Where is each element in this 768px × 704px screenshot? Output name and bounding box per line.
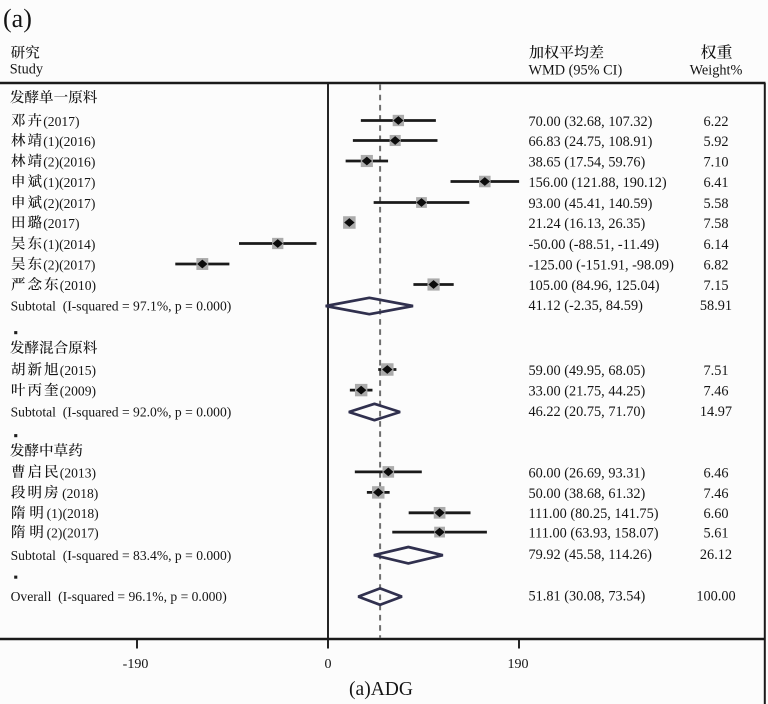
- svg-text:(1)(2017): (1)(2017): [43, 175, 95, 191]
- svg-text:7.15: 7.15: [703, 278, 728, 294]
- svg-text:70.00 (32.68, 107.32): 70.00 (32.68, 107.32): [529, 114, 653, 130]
- svg-text:93.00 (45.41, 140.59): 93.00 (45.41, 140.59): [529, 196, 653, 212]
- svg-text:14.97: 14.97: [700, 404, 732, 420]
- svg-text:-50.00 (-88.51, -11.49): -50.00 (-88.51, -11.49): [529, 237, 660, 253]
- svg-text:46.22 (20.75, 71.70): 46.22 (20.75, 71.70): [529, 404, 646, 420]
- svg-text:26.12: 26.12: [700, 547, 732, 563]
- svg-text:66.83 (24.75, 108.91): 66.83 (24.75, 108.91): [529, 134, 653, 150]
- svg-text:(1)(2016): (1)(2016): [43, 134, 95, 150]
- svg-text:(2)(2017): (2)(2017): [47, 526, 99, 542]
- svg-text:Weight%: Weight%: [690, 63, 743, 79]
- svg-text:6.22: 6.22: [703, 114, 728, 130]
- svg-text:5.92: 5.92: [703, 134, 728, 150]
- svg-text:(2)(2016): (2)(2016): [43, 154, 95, 170]
- svg-text:7.46: 7.46: [703, 486, 728, 502]
- svg-text:51.81 (30.08, 73.54): 51.81 (30.08, 73.54): [529, 589, 646, 605]
- svg-text:(2017): (2017): [43, 114, 79, 130]
- svg-text:0: 0: [325, 657, 332, 672]
- svg-text:(2)(2017): (2)(2017): [43, 196, 95, 212]
- svg-text:(2017): (2017): [43, 216, 79, 232]
- svg-text:(2009): (2009): [60, 384, 96, 400]
- svg-text:(2013): (2013): [60, 465, 96, 481]
- svg-text:33.00 (21.75, 44.25): 33.00 (21.75, 44.25): [529, 384, 646, 400]
- svg-text:-190: -190: [123, 657, 149, 672]
- svg-text:-125.00 (-151.91, -98.09): -125.00 (-151.91, -98.09): [529, 257, 675, 273]
- svg-text:(2018): (2018): [62, 486, 98, 502]
- svg-text:Subtotal (I-squared = 97.1%,: Subtotal (I-squared = 97.1%, p = 0.000): [11, 299, 232, 315]
- svg-text:21.24 (16.13, 26.35): 21.24 (16.13, 26.35): [529, 216, 646, 232]
- svg-text:5.58: 5.58: [703, 196, 728, 212]
- svg-text:111.00 (80.25, 141.75): 111.00 (80.25, 141.75): [529, 506, 659, 522]
- svg-text:(1)(2014): (1)(2014): [43, 237, 95, 253]
- svg-text:105.00 (84.96, 125.04): 105.00 (84.96, 125.04): [529, 278, 660, 294]
- svg-text:(2)(2017): (2)(2017): [43, 257, 95, 273]
- svg-text:WMD (95% CI): WMD (95% CI): [529, 63, 623, 79]
- svg-text:60.00 (26.69, 93.31): 60.00 (26.69, 93.31): [529, 465, 646, 481]
- svg-text:58.91: 58.91: [700, 298, 732, 314]
- svg-text:Study: Study: [10, 62, 44, 78]
- svg-text:(1)(2018): (1)(2018): [47, 506, 99, 522]
- svg-text:7.58: 7.58: [703, 216, 728, 232]
- svg-text:Overall (I-squared = 96.1%, p: Overall (I-squared = 96.1%, p = 0.000): [11, 589, 227, 605]
- svg-text:6.41: 6.41: [703, 175, 728, 191]
- svg-text:50.00 (38.68, 61.32): 50.00 (38.68, 61.32): [529, 486, 646, 502]
- svg-text:59.00 (49.95, 68.05): 59.00 (49.95, 68.05): [529, 363, 646, 379]
- svg-text:111.00 (63.93, 158.07): 111.00 (63.93, 158.07): [529, 526, 659, 542]
- svg-text:Subtotal (I-squared = 83.4%,: Subtotal (I-squared = 83.4%, p = 0.000): [11, 548, 232, 564]
- svg-text:100.00: 100.00: [696, 589, 735, 605]
- svg-text:(a)ADG: (a)ADG: [349, 679, 413, 700]
- svg-text:(2015): (2015): [60, 363, 96, 379]
- svg-text:7.10: 7.10: [703, 154, 728, 170]
- svg-text:6.82: 6.82: [703, 257, 728, 273]
- svg-text:Subtotal (I-squared = 92.0%,: Subtotal (I-squared = 92.0%, p = 0.000): [11, 405, 232, 421]
- svg-text:6.46: 6.46: [703, 465, 728, 481]
- svg-text:(2010): (2010): [60, 278, 96, 294]
- svg-text:41.12 (-2.35, 84.59): 41.12 (-2.35, 84.59): [529, 298, 644, 314]
- svg-text:79.92 (45.58, 114.26): 79.92 (45.58, 114.26): [529, 547, 653, 563]
- svg-text:38.65 (17.54, 59.76): 38.65 (17.54, 59.76): [529, 154, 646, 170]
- svg-text:5.61: 5.61: [703, 526, 728, 542]
- svg-text:6.60: 6.60: [703, 506, 728, 522]
- svg-text:190: 190: [508, 657, 529, 672]
- svg-text:7.46: 7.46: [703, 384, 728, 400]
- svg-text:6.14: 6.14: [703, 237, 728, 253]
- svg-text:156.00 (121.88, 190.12): 156.00 (121.88, 190.12): [529, 175, 667, 191]
- svg-text:(a): (a): [3, 4, 32, 33]
- svg-text:7.51: 7.51: [703, 363, 728, 379]
